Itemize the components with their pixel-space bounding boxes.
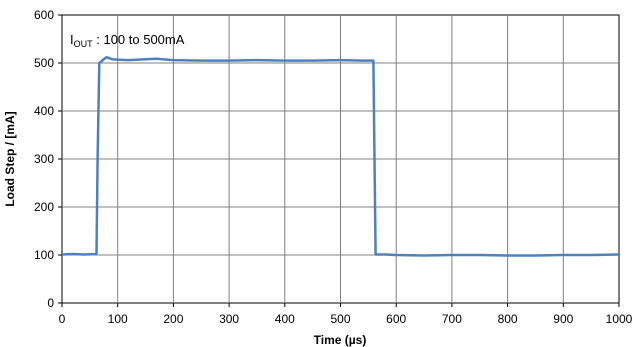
x-tick-label: 500 — [330, 312, 350, 326]
annotation-subscript: OUT — [74, 39, 94, 49]
annotation-text: : 100 to 500mA — [93, 32, 185, 47]
x-axis-ticks: 0 100 200 300 400 500 600 700 800 900 1000 — [59, 303, 633, 326]
x-tick-label: 400 — [275, 312, 295, 326]
x-tick-label: 0 — [59, 312, 66, 326]
x-tick-label: 1000 — [606, 312, 633, 326]
annotation-main: I — [70, 32, 74, 47]
y-tick-label: 400 — [34, 104, 54, 118]
annotation-label: IOUT : 100 to 500mA — [70, 32, 185, 49]
y-axis-ticks: 0 100 200 300 400 500 600 — [34, 8, 62, 310]
x-tick-label: 700 — [442, 312, 462, 326]
load-step-line — [61, 55, 620, 257]
y-tick-label: 300 — [34, 152, 54, 166]
x-tick-label: 300 — [219, 312, 239, 326]
y-tick-label: 200 — [34, 200, 54, 214]
y-tick-label: 0 — [47, 296, 54, 310]
y-axis-title: Load Step / [mA] — [3, 111, 17, 206]
x-tick-label: 800 — [498, 312, 518, 326]
series-group — [61, 55, 620, 257]
x-axis-title: Time (µs) — [314, 333, 367, 347]
x-tick-label: 900 — [553, 312, 573, 326]
x-tick-label: 100 — [108, 312, 128, 326]
y-tick-label: 500 — [34, 56, 54, 70]
x-tick-label: 600 — [386, 312, 406, 326]
y-tick-label: 600 — [34, 8, 54, 22]
x-tick-label: 200 — [163, 312, 183, 326]
y-tick-label: 100 — [34, 248, 54, 262]
